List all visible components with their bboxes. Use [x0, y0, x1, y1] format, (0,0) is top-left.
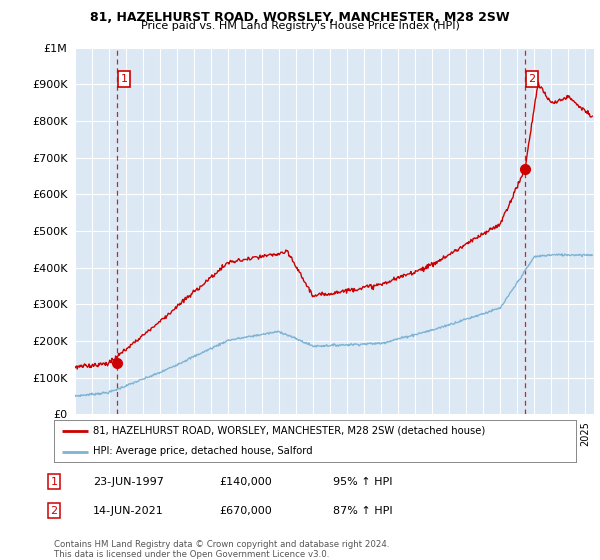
Text: 1: 1: [121, 74, 127, 84]
Text: 2: 2: [529, 74, 536, 84]
Text: 14-JUN-2021: 14-JUN-2021: [93, 506, 164, 516]
Text: 87% ↑ HPI: 87% ↑ HPI: [333, 506, 392, 516]
Text: 81, HAZELHURST ROAD, WORSLEY, MANCHESTER, M28 2SW: 81, HAZELHURST ROAD, WORSLEY, MANCHESTER…: [90, 11, 510, 24]
Text: 23-JUN-1997: 23-JUN-1997: [93, 477, 164, 487]
Text: £670,000: £670,000: [219, 506, 272, 516]
Text: £140,000: £140,000: [219, 477, 272, 487]
Text: Price paid vs. HM Land Registry's House Price Index (HPI): Price paid vs. HM Land Registry's House …: [140, 21, 460, 31]
Text: 95% ↑ HPI: 95% ↑ HPI: [333, 477, 392, 487]
Text: Contains HM Land Registry data © Crown copyright and database right 2024.
This d: Contains HM Land Registry data © Crown c…: [54, 540, 389, 559]
Text: 81, HAZELHURST ROAD, WORSLEY, MANCHESTER, M28 2SW (detached house): 81, HAZELHURST ROAD, WORSLEY, MANCHESTER…: [93, 426, 485, 436]
Text: HPI: Average price, detached house, Salford: HPI: Average price, detached house, Salf…: [93, 446, 313, 456]
Text: 1: 1: [50, 477, 58, 487]
Text: 2: 2: [50, 506, 58, 516]
